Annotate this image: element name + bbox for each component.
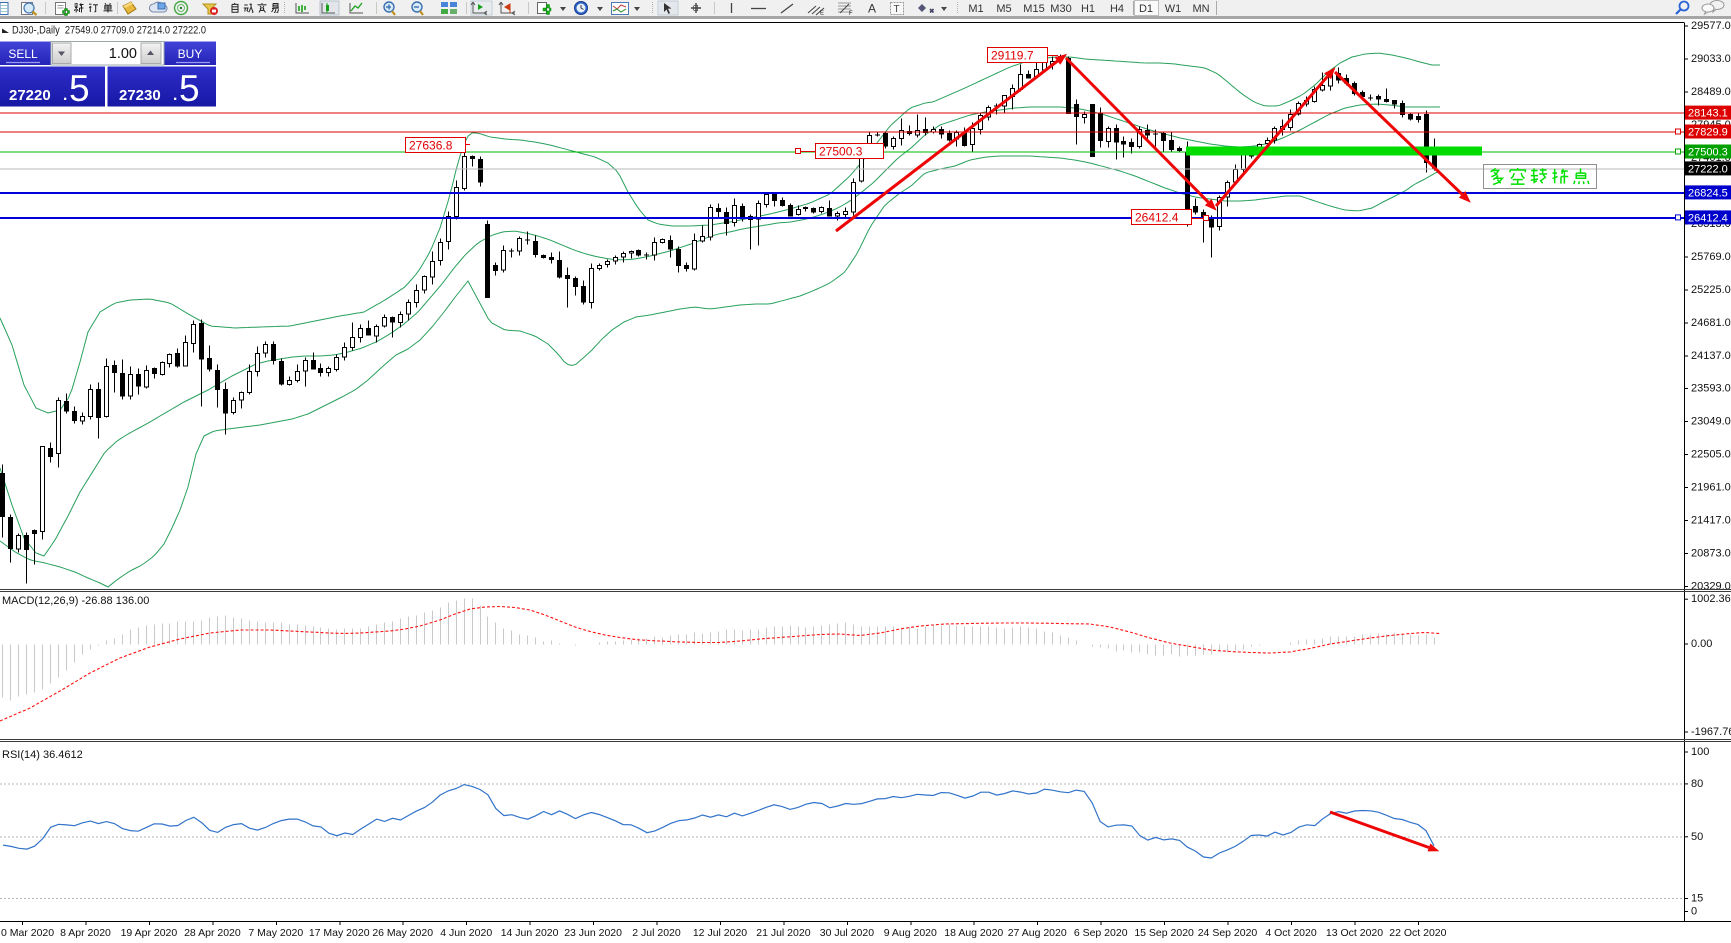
svg-text:21961.0: 21961.0	[1691, 482, 1731, 494]
svg-text:M15: M15	[1023, 3, 1044, 15]
svg-text:M5: M5	[996, 3, 1011, 15]
svg-text:24681.0: 24681.0	[1691, 317, 1731, 329]
svg-text:5: 5	[179, 68, 200, 109]
svg-text:15 Sep 2020: 15 Sep 2020	[1134, 927, 1194, 939]
svg-text:F: F	[849, 11, 853, 17]
svg-text:9 Aug 2020: 9 Aug 2020	[884, 927, 937, 939]
svg-text:4 Jun 2020: 4 Jun 2020	[440, 927, 492, 939]
svg-text:27230: 27230	[119, 87, 161, 104]
svg-text:30 Jul 2020: 30 Jul 2020	[820, 927, 874, 939]
svg-text:5: 5	[69, 68, 90, 109]
svg-text:6 Sep 2020: 6 Sep 2020	[1074, 927, 1128, 939]
svg-text:17 May 2020: 17 May 2020	[309, 927, 370, 939]
svg-text:.: .	[173, 87, 177, 104]
svg-text:21 Jul 2020: 21 Jul 2020	[756, 927, 810, 939]
svg-text:2 Jul 2020: 2 Jul 2020	[632, 927, 681, 939]
svg-text:25769.0: 25769.0	[1691, 251, 1731, 263]
svg-text:4 Oct 2020: 4 Oct 2020	[1265, 927, 1317, 939]
svg-text:24 Sep 2020: 24 Sep 2020	[1198, 927, 1258, 939]
svg-text:BUY: BUY	[178, 47, 203, 61]
svg-text:M30: M30	[1050, 3, 1071, 15]
svg-text:28143.1: 28143.1	[1688, 108, 1728, 120]
svg-text:29119.7: 29119.7	[991, 49, 1034, 63]
svg-text:23049.0: 23049.0	[1691, 416, 1731, 428]
svg-text:0: 0	[1691, 906, 1697, 918]
svg-text:E: E	[820, 11, 824, 17]
svg-text:27 Aug 2020: 27 Aug 2020	[1008, 927, 1067, 939]
svg-text:15: 15	[1691, 893, 1703, 905]
svg-text:1002.36: 1002.36	[1691, 593, 1731, 605]
svg-text:23593.0: 23593.0	[1691, 383, 1731, 395]
svg-text:80: 80	[1691, 778, 1703, 790]
svg-text:29577.0: 29577.0	[1691, 20, 1731, 32]
svg-text:H1: H1	[1081, 3, 1095, 15]
svg-text:1.00: 1.00	[109, 46, 137, 62]
svg-text:DJ30-,Daily 27549.0 27709.0 2: DJ30-,Daily 27549.0 27709.0 27214.0 2722…	[12, 25, 206, 37]
svg-text:100: 100	[1691, 746, 1709, 758]
svg-text:26412.4: 26412.4	[1688, 212, 1728, 224]
svg-text:27220: 27220	[9, 87, 51, 104]
svg-text:SELL: SELL	[8, 47, 38, 61]
svg-text:7 May 2020: 7 May 2020	[248, 927, 303, 939]
svg-text:28 Apr 2020: 28 Apr 2020	[184, 927, 241, 939]
svg-text:27222.0: 27222.0	[1688, 163, 1728, 175]
svg-text:13 Oct 2020: 13 Oct 2020	[1326, 927, 1383, 939]
svg-text:0 Mar 2020: 0 Mar 2020	[1, 927, 54, 939]
svg-text:24137.0: 24137.0	[1691, 350, 1731, 362]
svg-text:W1: W1	[1165, 3, 1182, 15]
svg-text:20329.0: 20329.0	[1691, 580, 1731, 592]
svg-text:22505.0: 22505.0	[1691, 449, 1731, 461]
svg-text:27500.3: 27500.3	[1688, 147, 1728, 159]
svg-text:M1: M1	[968, 3, 983, 15]
svg-text:28489.0: 28489.0	[1691, 86, 1731, 98]
svg-text:-1967.76: -1967.76	[1691, 726, 1731, 738]
svg-text:26 May 2020: 26 May 2020	[372, 927, 433, 939]
svg-text:21417.0: 21417.0	[1691, 515, 1731, 527]
svg-text:MACD(12,26,9) -26.88 136.00: MACD(12,26,9) -26.88 136.00	[2, 595, 149, 607]
svg-text:H4: H4	[1110, 3, 1124, 15]
svg-text:20873.0: 20873.0	[1691, 548, 1731, 560]
svg-text:22 Oct 2020: 22 Oct 2020	[1389, 927, 1446, 939]
svg-text:29033.0: 29033.0	[1691, 53, 1731, 65]
svg-text:D1: D1	[1139, 3, 1153, 15]
svg-text:A: A	[868, 2, 876, 16]
svg-text:26412.4: 26412.4	[1135, 211, 1179, 225]
svg-text:.: .	[63, 87, 67, 104]
svg-text:19 Apr 2020: 19 Apr 2020	[121, 927, 178, 939]
svg-text:26824.5: 26824.5	[1688, 187, 1728, 199]
svg-text:27829.9: 27829.9	[1688, 127, 1728, 139]
svg-text:27636.8: 27636.8	[409, 139, 453, 153]
svg-text:8 Apr 2020: 8 Apr 2020	[60, 927, 111, 939]
svg-text:18 Aug 2020: 18 Aug 2020	[944, 927, 1003, 939]
svg-text:T: T	[894, 4, 900, 15]
svg-text:RSI(14) 36.4612: RSI(14) 36.4612	[2, 749, 83, 761]
svg-text:MN: MN	[1192, 3, 1209, 15]
svg-text:23 Jun 2020: 23 Jun 2020	[564, 927, 622, 939]
svg-text:14 Jun 2020: 14 Jun 2020	[501, 927, 559, 939]
svg-text:12 Jul 2020: 12 Jul 2020	[693, 927, 747, 939]
svg-text:0.00: 0.00	[1691, 638, 1712, 650]
svg-text:25225.0: 25225.0	[1691, 284, 1731, 296]
svg-text:27500.3: 27500.3	[819, 145, 863, 159]
svg-text:50: 50	[1691, 831, 1703, 843]
